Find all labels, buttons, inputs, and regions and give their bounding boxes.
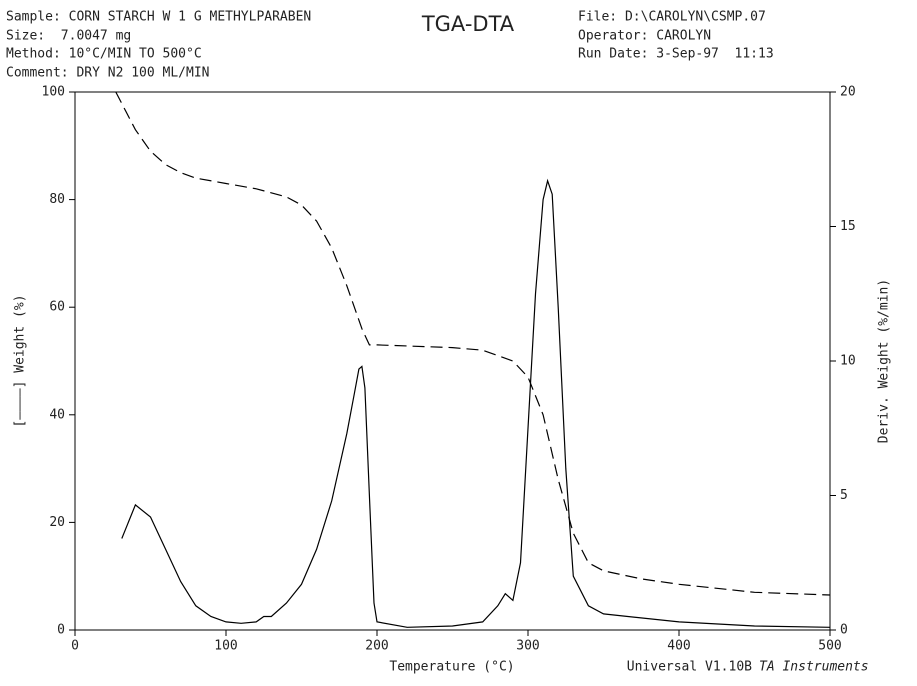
x-tick-label: 0 (71, 639, 79, 654)
weight-line (115, 91, 831, 596)
footer: Universal V1.10B (627, 660, 752, 675)
method: Method: 10°C/MIN TO 500°C (6, 47, 202, 62)
x-tick-label: 300 (516, 639, 539, 654)
x-tick-label: 400 (667, 639, 690, 654)
x-tick-label: 100 (214, 639, 237, 654)
operator: Operator: CAROLYN (578, 29, 711, 44)
comment: Comment: DRY N2 100 ML/MIN (6, 66, 210, 81)
x-tick-label: 200 (365, 639, 388, 654)
y2-tick-label: 0 (840, 623, 848, 638)
size: Size: 7.0047 mg (6, 29, 131, 44)
y2-tick-label: 10 (840, 354, 856, 369)
y-tick-label: 20 (49, 515, 65, 530)
y-tick-label: 100 (42, 85, 65, 100)
x-tick-label: 500 (818, 639, 841, 654)
y-tick-label: 60 (49, 300, 65, 315)
y2-tick-label: 5 (840, 488, 848, 503)
y-axis-label: [————] Weight (%) (13, 294, 28, 427)
run-date: Run Date: 3-Sep-97 11:13 (578, 47, 774, 62)
y2-tick-label: 15 (840, 219, 856, 234)
y-tick-label: 0 (57, 623, 65, 638)
y-tick-label: 80 (49, 192, 65, 207)
y-tick-label: 40 (49, 407, 65, 422)
y2-axis-label: Deriv. Weight (%/min) (877, 279, 892, 443)
deriv-line (121, 178, 831, 628)
y2-tick-label: 20 (840, 85, 856, 100)
x-axis-label: Temperature (°C) (389, 660, 514, 675)
sample: Sample: CORN STARCH W 1 G METHYLPARABEN (6, 10, 311, 25)
plot-frame (74, 91, 831, 631)
chart-title: TGA-DTA (421, 12, 515, 36)
file: File: D:\CAROLYN\CSMP.07 (578, 10, 766, 25)
footer-brand: TA Instruments (759, 660, 869, 675)
